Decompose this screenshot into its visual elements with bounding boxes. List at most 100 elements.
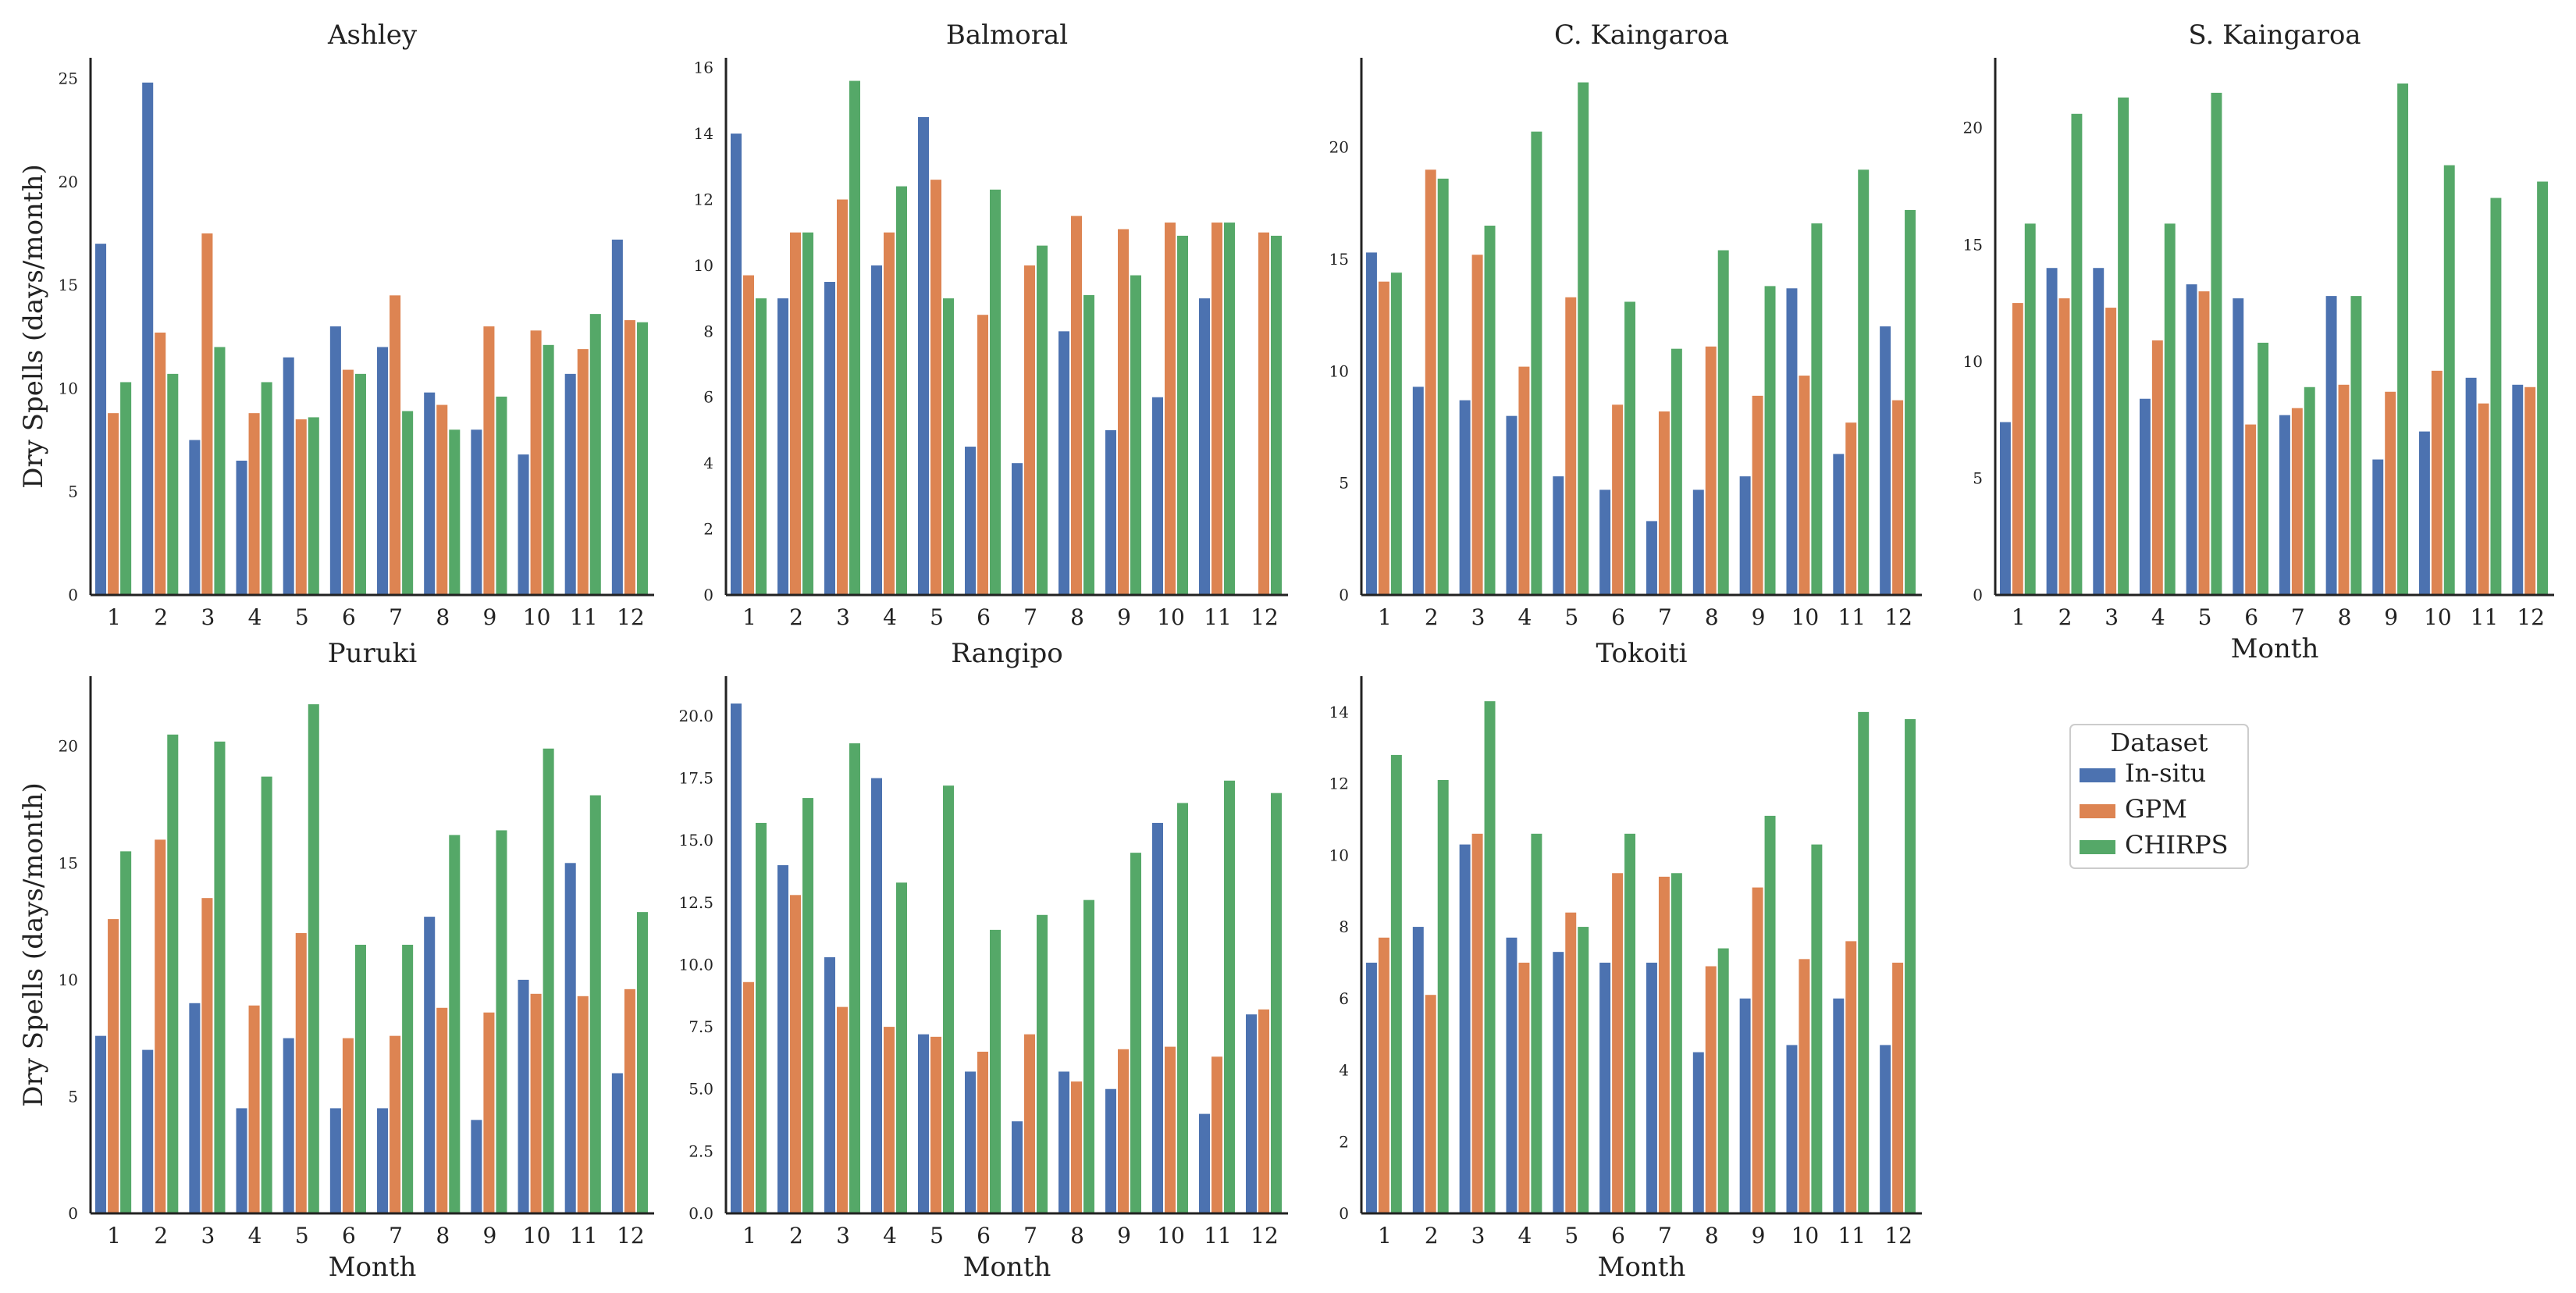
- panel-c-kaingaroa-bar-gpm-12: [1892, 400, 1904, 595]
- panel-s-kaingaroa-xtick-label: 9: [2384, 604, 2398, 630]
- panel-rangipo-bar-chirps-1: [756, 822, 767, 1213]
- panel-balmoral-bar-in-situ-1: [731, 134, 742, 595]
- panel-s-kaingaroa-ytick-label: 20: [1963, 119, 1983, 137]
- panel-tokoiti-bar-chirps-3: [1484, 701, 1496, 1213]
- panel-ashley-bar-in-situ-8: [424, 392, 436, 595]
- panel-tokoiti-bar-in-situ-10: [1786, 1045, 1798, 1213]
- panel-balmoral-ytick-label: 10: [694, 256, 713, 275]
- panel-balmoral-xtick-label: 12: [1251, 604, 1279, 630]
- panel-c-kaingaroa-bar-gpm-1: [1378, 281, 1389, 595]
- panel-balmoral-xtick-label: 2: [789, 604, 803, 630]
- panel-c-kaingaroa-bar-in-situ-7: [1646, 521, 1657, 595]
- panel-tokoiti-bar-chirps-2: [1437, 780, 1449, 1213]
- panel-c-kaingaroa-bar-chirps-1: [1390, 272, 1402, 595]
- panel-c-kaingaroa-ytick-label: 20: [1329, 138, 1349, 157]
- panel-tokoiti-bar-gpm-7: [1658, 876, 1670, 1213]
- panel-tokoiti-bar-in-situ-2: [1412, 927, 1424, 1213]
- panel-s-kaingaroa-bar-chirps-7: [2304, 386, 2315, 595]
- panel-s-kaingaroa-xlabel: Month: [2231, 633, 2319, 664]
- panel-ashley-bar-chirps-8: [449, 429, 461, 595]
- panel-rangipo-xtick-label: 7: [1023, 1223, 1037, 1248]
- panel-rangipo-title: Rangipo: [951, 638, 1062, 669]
- panel-c-kaingaroa-xtick-label: 7: [1658, 604, 1672, 630]
- panel-tokoiti-bar-chirps-7: [1670, 873, 1682, 1213]
- panel-tokoiti-xlabel: Month: [1598, 1252, 1686, 1283]
- panel-balmoral-bar-chirps-5: [943, 298, 954, 595]
- panel-s-kaingaroa-bar-gpm-2: [2058, 298, 2070, 595]
- panel-tokoiti-bar-chirps-11: [1858, 711, 1870, 1213]
- panel-tokoiti-bar-chirps-8: [1717, 948, 1729, 1213]
- panel-rangipo-bar-gpm-11: [1212, 1056, 1222, 1213]
- panel-tokoiti-bar-gpm-12: [1892, 962, 1904, 1213]
- panel-c-kaingaroa-bar-gpm-8: [1705, 346, 1717, 595]
- panel-rangipo-bar-in-situ-2: [777, 865, 788, 1213]
- panel-rangipo-bar-in-situ-10: [1152, 822, 1163, 1213]
- panel-s-kaingaroa-bar-in-situ-9: [2372, 459, 2384, 595]
- panel-puruki-bar-chirps-6: [354, 945, 366, 1213]
- panel-tokoiti-ytick-label: 6: [1339, 989, 1349, 1008]
- panel-c-kaingaroa-bar-chirps-5: [1578, 82, 1589, 595]
- panel-c-kaingaroa-bar-in-situ-6: [1599, 490, 1611, 595]
- panel-ashley-bar-gpm-3: [201, 233, 213, 595]
- panel-ashley-bar-gpm-4: [248, 413, 260, 595]
- panel-puruki-xlabel: Month: [329, 1252, 417, 1283]
- panel-puruki-xtick-label: 5: [295, 1223, 309, 1248]
- panel-balmoral-bar-gpm-6: [977, 315, 988, 595]
- panel-c-kaingaroa-ytick-label: 5: [1339, 474, 1349, 493]
- panel-rangipo-xtick-label: 2: [789, 1223, 803, 1248]
- panel-balmoral-bar-in-situ-2: [777, 298, 788, 595]
- panel-c-kaingaroa-bar-chirps-12: [1905, 209, 1916, 595]
- panel-rangipo-bar-chirps-7: [1037, 914, 1048, 1213]
- panel-c-kaingaroa-ytick-label: 0: [1339, 586, 1349, 604]
- panel-s-kaingaroa-bar-in-situ-1: [1999, 422, 2011, 595]
- panel-c-kaingaroa-title: C. Kaingaroa: [1554, 20, 1729, 51]
- panel-s-kaingaroa-xtick-label: 2: [2058, 604, 2073, 630]
- panel-s-kaingaroa-ytick-label: 15: [1963, 235, 1983, 254]
- panel-s-kaingaroa-bar-chirps-2: [2071, 113, 2083, 596]
- panel-tokoiti-ytick-label: 10: [1329, 846, 1349, 864]
- panel-ashley-bar-chirps-12: [636, 322, 648, 595]
- panel-balmoral-ytick-label: 0: [703, 586, 713, 604]
- panel-c-kaingaroa-bar-gpm-2: [1425, 169, 1436, 595]
- panel-rangipo-ytick-label: 15.0: [678, 831, 713, 850]
- panel-s-kaingaroa-xtick-label: 6: [2244, 604, 2258, 630]
- panel-rangipo-ytick-label: 5.0: [688, 1080, 713, 1099]
- panel-puruki-bar-in-situ-10: [518, 979, 529, 1213]
- panel-tokoiti-xtick-label: 8: [1705, 1223, 1719, 1248]
- panel-balmoral-bar-gpm-11: [1212, 223, 1222, 595]
- panel-s-kaingaroa-bar-in-situ-6: [2233, 298, 2244, 595]
- panel-s-kaingaroa-bar-in-situ-12: [2512, 384, 2524, 595]
- panel-rangipo-bar-in-situ-11: [1199, 1113, 1210, 1213]
- panel-c-kaingaroa-bar-gpm-7: [1658, 411, 1670, 595]
- panel-balmoral-bar-in-situ-7: [1012, 463, 1023, 595]
- panel-tokoiti-bar-gpm-11: [1845, 941, 1857, 1213]
- panel-balmoral-bar-gpm-5: [930, 180, 941, 596]
- panel-balmoral-ytick-label: 2: [703, 520, 713, 539]
- panel-puruki-bar-chirps-8: [449, 835, 461, 1213]
- panel-puruki-xtick-label: 7: [389, 1223, 403, 1248]
- panel-puruki-bar-chirps-1: [120, 851, 132, 1213]
- panel-s-kaingaroa-bar-in-situ-11: [2465, 377, 2477, 595]
- panel-puruki-bar-gpm-7: [390, 1035, 401, 1213]
- panel-rangipo-xtick-label: 4: [883, 1223, 897, 1248]
- panel-s-kaingaroa-bar-chirps-8: [2350, 296, 2362, 595]
- panel-ashley-bar-in-situ-1: [95, 244, 107, 595]
- panel-balmoral-xtick-label: 9: [1117, 604, 1131, 630]
- panel-puruki-bar-chirps-11: [589, 795, 601, 1213]
- panel-ashley-bar-chirps-6: [354, 373, 366, 595]
- panel-balmoral-xtick-label: 11: [1204, 604, 1232, 630]
- panel-balmoral-bar-gpm-8: [1071, 216, 1082, 595]
- panel-c-kaingaroa-bar-in-situ-3: [1459, 400, 1471, 595]
- panel-tokoiti-bar-in-situ-1: [1365, 962, 1377, 1213]
- panel-ashley-ytick-label: 25: [59, 69, 78, 87]
- panel-tokoiti-ytick-label: 2: [1339, 1132, 1349, 1151]
- panel-balmoral-bar-in-situ-5: [918, 116, 929, 596]
- panel-puruki-ytick-label: 0: [68, 1204, 78, 1223]
- panel-rangipo-xtick-label: 10: [1157, 1223, 1185, 1248]
- panel-puruki-xtick-label: 10: [523, 1223, 551, 1248]
- panel-ashley-xtick-label: 6: [342, 604, 356, 630]
- panel-tokoiti-bar-in-situ-9: [1739, 998, 1751, 1213]
- panel-s-kaingaroa-bar-chirps-10: [2443, 165, 2455, 596]
- panel-rangipo-bar-gpm-3: [837, 1006, 848, 1213]
- panel-balmoral-bar-in-situ-4: [871, 265, 882, 595]
